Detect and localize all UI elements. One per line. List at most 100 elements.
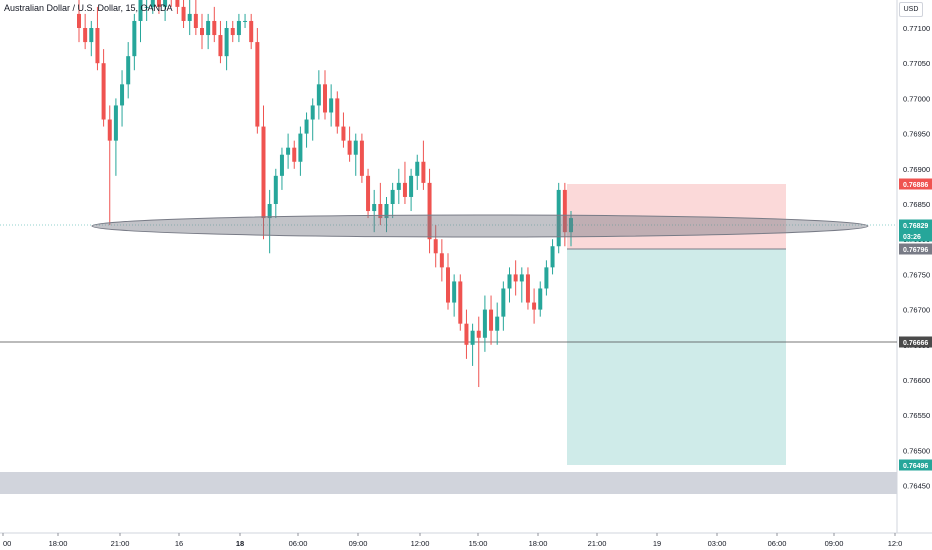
candle-body: [353, 140, 358, 155]
candle-body: [347, 140, 352, 155]
candle-body: [329, 98, 334, 113]
candle-body: [113, 105, 118, 141]
time-tick: 21:00: [111, 539, 130, 548]
price-label-entry: 0.76796: [899, 243, 932, 255]
price-tick: 0.76950: [903, 130, 930, 139]
candle: [187, 0, 192, 36]
candle-body: [77, 13, 81, 28]
candle: [501, 281, 506, 331]
candle-body: [427, 182, 432, 240]
time-tick: 18: [236, 539, 244, 548]
price-label-bg: [899, 243, 932, 255]
candle: [421, 140, 426, 190]
price-label-bg: [899, 219, 932, 231]
candle: [519, 267, 524, 303]
candle: [170, 0, 172, 7]
candle: [316, 70, 321, 120]
candle-body: [452, 281, 457, 303]
candle: [224, 20, 229, 71]
price-label-bg: [899, 230, 932, 242]
price-axis[interactable]: 0.77100 0.77050 0.77000 0.76950 0.76900 0.768…: [899, 24, 932, 491]
candle: [366, 168, 371, 219]
candle-body: [144, 6, 149, 8]
price-label-text: 0.76886: [903, 182, 928, 189]
candle-body: [304, 119, 309, 134]
candle-body: [236, 20, 241, 36]
candle-body: [538, 288, 543, 310]
candle: [464, 309, 469, 359]
candle: [489, 295, 494, 345]
position-zones[interactable]: [0, 184, 897, 465]
time-tick: 12:0: [888, 539, 903, 548]
time-tick: 19: [653, 539, 661, 548]
candle-body: [107, 119, 112, 141]
time-axis[interactable]: 00 18:00 21:00 16 18 06:00 09:00 12:00 15:00 18:0…: [2, 533, 903, 548]
candle-body: [476, 330, 481, 338]
ellipse-drawing: [91, 214, 869, 238]
candle-body: [439, 253, 444, 268]
candle: [347, 126, 352, 162]
drawings[interactable]: [91, 214, 869, 238]
time-tick: 09:00: [349, 539, 368, 548]
candle: [107, 105, 112, 226]
price-label-bg: [899, 336, 932, 348]
candle: [249, 13, 254, 50]
candle: [507, 267, 512, 303]
candle: [150, 0, 155, 14]
price-label-current: 0.76829: [899, 219, 932, 231]
time-tick: 09:00: [825, 539, 844, 548]
candle-body: [206, 20, 211, 36]
candle-body: [292, 147, 297, 162]
candle-body: [507, 274, 512, 289]
candle-body: [298, 133, 303, 162]
candle-body: [446, 267, 450, 303]
candle-body: [132, 20, 137, 57]
candles: [77, 0, 573, 388]
candle-body: [458, 281, 463, 324]
candle-body: [138, 0, 143, 21]
candle: [323, 70, 327, 120]
candle-body: [372, 204, 377, 212]
candle: [384, 196, 389, 233]
candle: [415, 154, 420, 190]
time-tick: 00: [3, 539, 11, 548]
candle: [126, 42, 131, 99]
candle: [532, 288, 537, 324]
candle: [218, 20, 223, 64]
candle-body: [396, 182, 401, 190]
candle-body: [224, 28, 229, 57]
candle-body: [415, 161, 420, 176]
candle-body: [218, 35, 223, 57]
candle-body: [261, 126, 266, 219]
time-tick: 21:00: [588, 539, 607, 548]
price-tick: 0.76600: [903, 376, 930, 385]
candle: [439, 239, 444, 282]
candle: [390, 182, 395, 219]
candle: [396, 168, 401, 204]
candle: [292, 140, 297, 169]
candle: [329, 84, 334, 127]
candle: [181, 0, 186, 28]
candle-body: [525, 274, 530, 303]
candle-body: [200, 28, 204, 36]
candle: [83, 13, 88, 50]
candle-body: [464, 323, 469, 345]
candle-body: [556, 189, 561, 247]
candle: [175, 0, 180, 14]
candle: [427, 168, 432, 254]
support-band: [0, 472, 897, 494]
candle: [538, 281, 543, 317]
candle-body: [230, 28, 235, 36]
candle-body: [175, 0, 180, 7]
candle: [193, 0, 198, 36]
candle: [433, 225, 438, 268]
candle: [569, 211, 573, 247]
candle: [138, 0, 143, 43]
price-tick: 0.77100: [903, 24, 930, 33]
currency-button[interactable]: USD: [899, 2, 923, 17]
candle: [120, 70, 125, 127]
candle-body: [249, 20, 254, 43]
time-tick: 06:00: [768, 539, 787, 548]
